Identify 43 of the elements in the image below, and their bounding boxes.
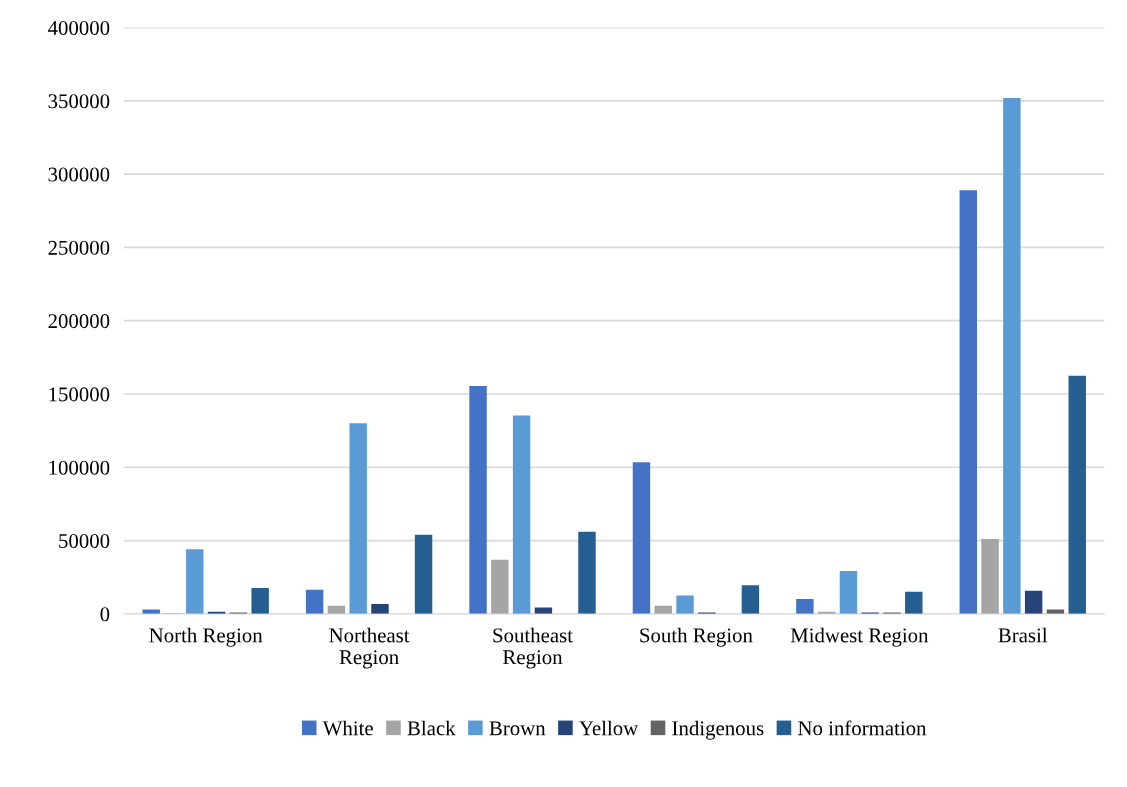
- bar: [676, 595, 694, 614]
- bar: [741, 585, 760, 614]
- x-tick-label: Southeast Region: [493, 627, 573, 669]
- y-tick-label: 300000: [48, 167, 110, 182]
- y-tick-label: 100000: [49, 460, 110, 475]
- x-tick-label: North Region: [149, 627, 263, 647]
- bar: [305, 589, 324, 614]
- bar: [905, 591, 923, 614]
- bar: [839, 571, 858, 614]
- bar: [371, 603, 389, 614]
- bar: [1024, 590, 1043, 614]
- bar: [186, 549, 204, 614]
- legend-label: White: [322, 720, 373, 736]
- legend-label: Brown: [489, 721, 546, 736]
- x-tick-label: Northeast Region: [329, 627, 410, 669]
- bar: [414, 534, 433, 614]
- y-tick-label: 350000: [48, 94, 110, 109]
- x-tick-label: Midwest Region: [790, 627, 929, 647]
- bar: [251, 587, 269, 614]
- y-tick-label: 0: [100, 607, 110, 622]
- bar: [491, 559, 509, 614]
- bar: [349, 423, 367, 614]
- bar: [142, 609, 160, 614]
- bar: [578, 531, 596, 614]
- bar: [469, 385, 487, 614]
- y-tick-label: 150000: [49, 387, 110, 402]
- bar: [632, 462, 651, 614]
- bar: [796, 598, 814, 614]
- y-tick-label: 50000: [59, 533, 110, 548]
- legend-label: Yellow: [579, 720, 639, 736]
- legend-label: Black: [407, 720, 456, 736]
- bar: [981, 539, 999, 614]
- legend-label: Indigenous: [672, 720, 764, 740]
- bar: [1068, 375, 1086, 614]
- bar: [512, 415, 531, 614]
- y-tick-label: 200000: [48, 314, 110, 329]
- y-tick-label: 250000: [48, 240, 110, 255]
- y-tick-label: 400000: [47, 20, 110, 35]
- bar: [959, 190, 977, 614]
- bar: [1003, 97, 1021, 614]
- x-tick-label: South Region: [640, 627, 753, 647]
- x-tick-label: Brasil: [998, 627, 1048, 643]
- legend-label: No information: [798, 720, 927, 736]
